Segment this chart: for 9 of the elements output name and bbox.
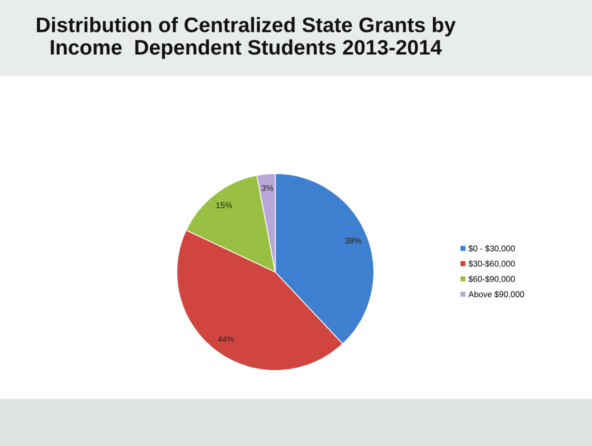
- legend-label: $0 - $30,000: [468, 245, 515, 252]
- legend-label: $60-$90,000: [468, 276, 515, 283]
- data-label: 3%: [262, 185, 274, 191]
- data-label: 44%: [218, 336, 234, 342]
- data-label: 15%: [216, 202, 232, 208]
- legend-label: Above $90,000: [468, 290, 524, 298]
- legend-label: $30-$60,000: [468, 260, 515, 268]
- data-label: 38%: [345, 238, 362, 244]
- chart-title: Distribution of Centralized State Grants by Income Dependent Students 2013-2014: [36, 16, 456, 59]
